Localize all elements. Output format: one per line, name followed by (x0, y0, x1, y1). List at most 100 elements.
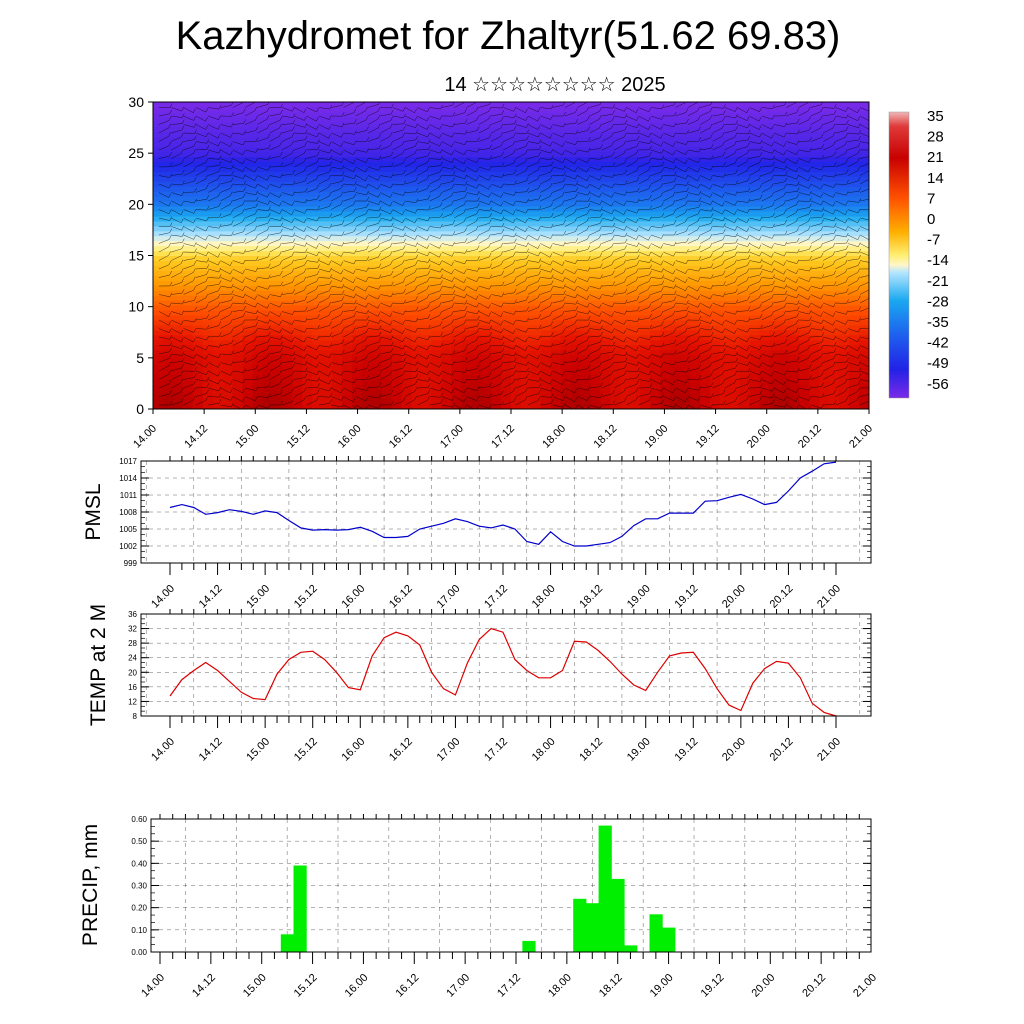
heat-cell (590, 181, 602, 187)
heat-cell (520, 344, 532, 351)
heat-cell (302, 324, 313, 331)
heat-cell (610, 354, 621, 361)
wind-barb (220, 332, 231, 338)
heat-cell (153, 305, 164, 311)
heat-cell (401, 285, 413, 291)
heat-cell (471, 275, 482, 281)
heat-cell (600, 166, 612, 172)
heat-cell (630, 225, 641, 232)
heat-cell (182, 181, 194, 187)
heat-cell (292, 230, 303, 237)
heat-cell (172, 305, 184, 311)
heat-cell (332, 171, 343, 177)
heat-cell (759, 151, 771, 158)
heat-cell (481, 136, 492, 143)
heat-cell (341, 215, 353, 222)
heat-cell (391, 161, 403, 167)
heat-cell (839, 210, 850, 217)
wind-barb-flag (182, 180, 185, 186)
heat-cell (391, 225, 403, 232)
heat-cell (262, 394, 273, 400)
heat-cell (849, 205, 860, 212)
heat-cell (839, 136, 850, 143)
heat-cell (610, 116, 621, 123)
wind-barb-flag (230, 371, 233, 376)
heat-cell (252, 136, 263, 143)
heat-cell (153, 186, 164, 192)
heat-cell (282, 280, 293, 286)
heat-cell (322, 116, 333, 123)
heat-cell (371, 141, 383, 148)
heat-cell (212, 161, 224, 167)
heat-cell (859, 106, 869, 113)
heat-cell (680, 205, 691, 212)
heat-cell (819, 285, 830, 291)
heat-cell (570, 290, 582, 296)
heat-cell (461, 136, 472, 143)
heat-cell (570, 171, 582, 177)
heat-cell (272, 121, 283, 128)
heat-cell (839, 121, 850, 128)
heat-cell (501, 141, 512, 148)
heat-cell (212, 309, 224, 316)
wind-barb (183, 132, 195, 134)
heat-cell (759, 275, 771, 281)
heat-cell (540, 359, 552, 366)
heat-cell (222, 121, 234, 128)
heat-cell (162, 334, 174, 341)
heat-cell (859, 314, 869, 321)
heat-cell (262, 250, 273, 257)
heat-cell (789, 196, 800, 202)
heat-cell (491, 359, 502, 366)
heat-cell (202, 354, 214, 361)
heat-cell (779, 205, 791, 212)
heat-cell (212, 171, 224, 177)
heat-cell (212, 329, 224, 336)
heat-cell (202, 235, 214, 242)
heat-cell (859, 349, 869, 356)
heat-cell (560, 295, 572, 301)
heat-cell (779, 359, 791, 366)
heat-cell (530, 319, 542, 326)
heat-cell (690, 171, 701, 177)
heat-cell (451, 379, 462, 385)
heat-cell (391, 116, 403, 123)
heat-cell (650, 319, 661, 326)
heat-cell (341, 146, 353, 153)
heat-cell (759, 404, 771, 409)
heat-cell (839, 106, 850, 113)
heat-cell (192, 329, 204, 336)
heat-cell (232, 334, 244, 341)
wind-barb-flag (243, 249, 246, 254)
heat-cell (501, 339, 512, 346)
heat-cell (680, 285, 691, 291)
wind-barb (232, 190, 244, 193)
heat-cell (322, 399, 333, 405)
heat-cell (421, 359, 433, 366)
heat-cell (779, 201, 791, 207)
heat-cell (709, 166, 721, 172)
heat-cell (550, 220, 562, 227)
heat-cell (411, 151, 423, 158)
heat-cell (759, 290, 771, 296)
heat-cell (849, 156, 860, 163)
heat-cell (849, 319, 860, 326)
heat-cell (292, 300, 303, 306)
heat-cell (292, 205, 303, 212)
heat-cell (600, 364, 612, 370)
heat-cell (341, 230, 353, 237)
heat-cell (590, 225, 602, 232)
heat-cell (282, 171, 293, 177)
heat-cell (560, 344, 572, 351)
heat-cell (192, 131, 204, 138)
heat-cell (381, 344, 393, 351)
heat-cell (540, 339, 552, 346)
heat-cell (361, 300, 373, 306)
heat-cell (242, 196, 254, 202)
heat-cell (769, 225, 781, 232)
heat-cell (381, 186, 393, 192)
heat-cell (242, 102, 254, 108)
heat-cell (709, 275, 721, 281)
heat-cell (182, 394, 194, 400)
heat-cell (769, 235, 781, 242)
